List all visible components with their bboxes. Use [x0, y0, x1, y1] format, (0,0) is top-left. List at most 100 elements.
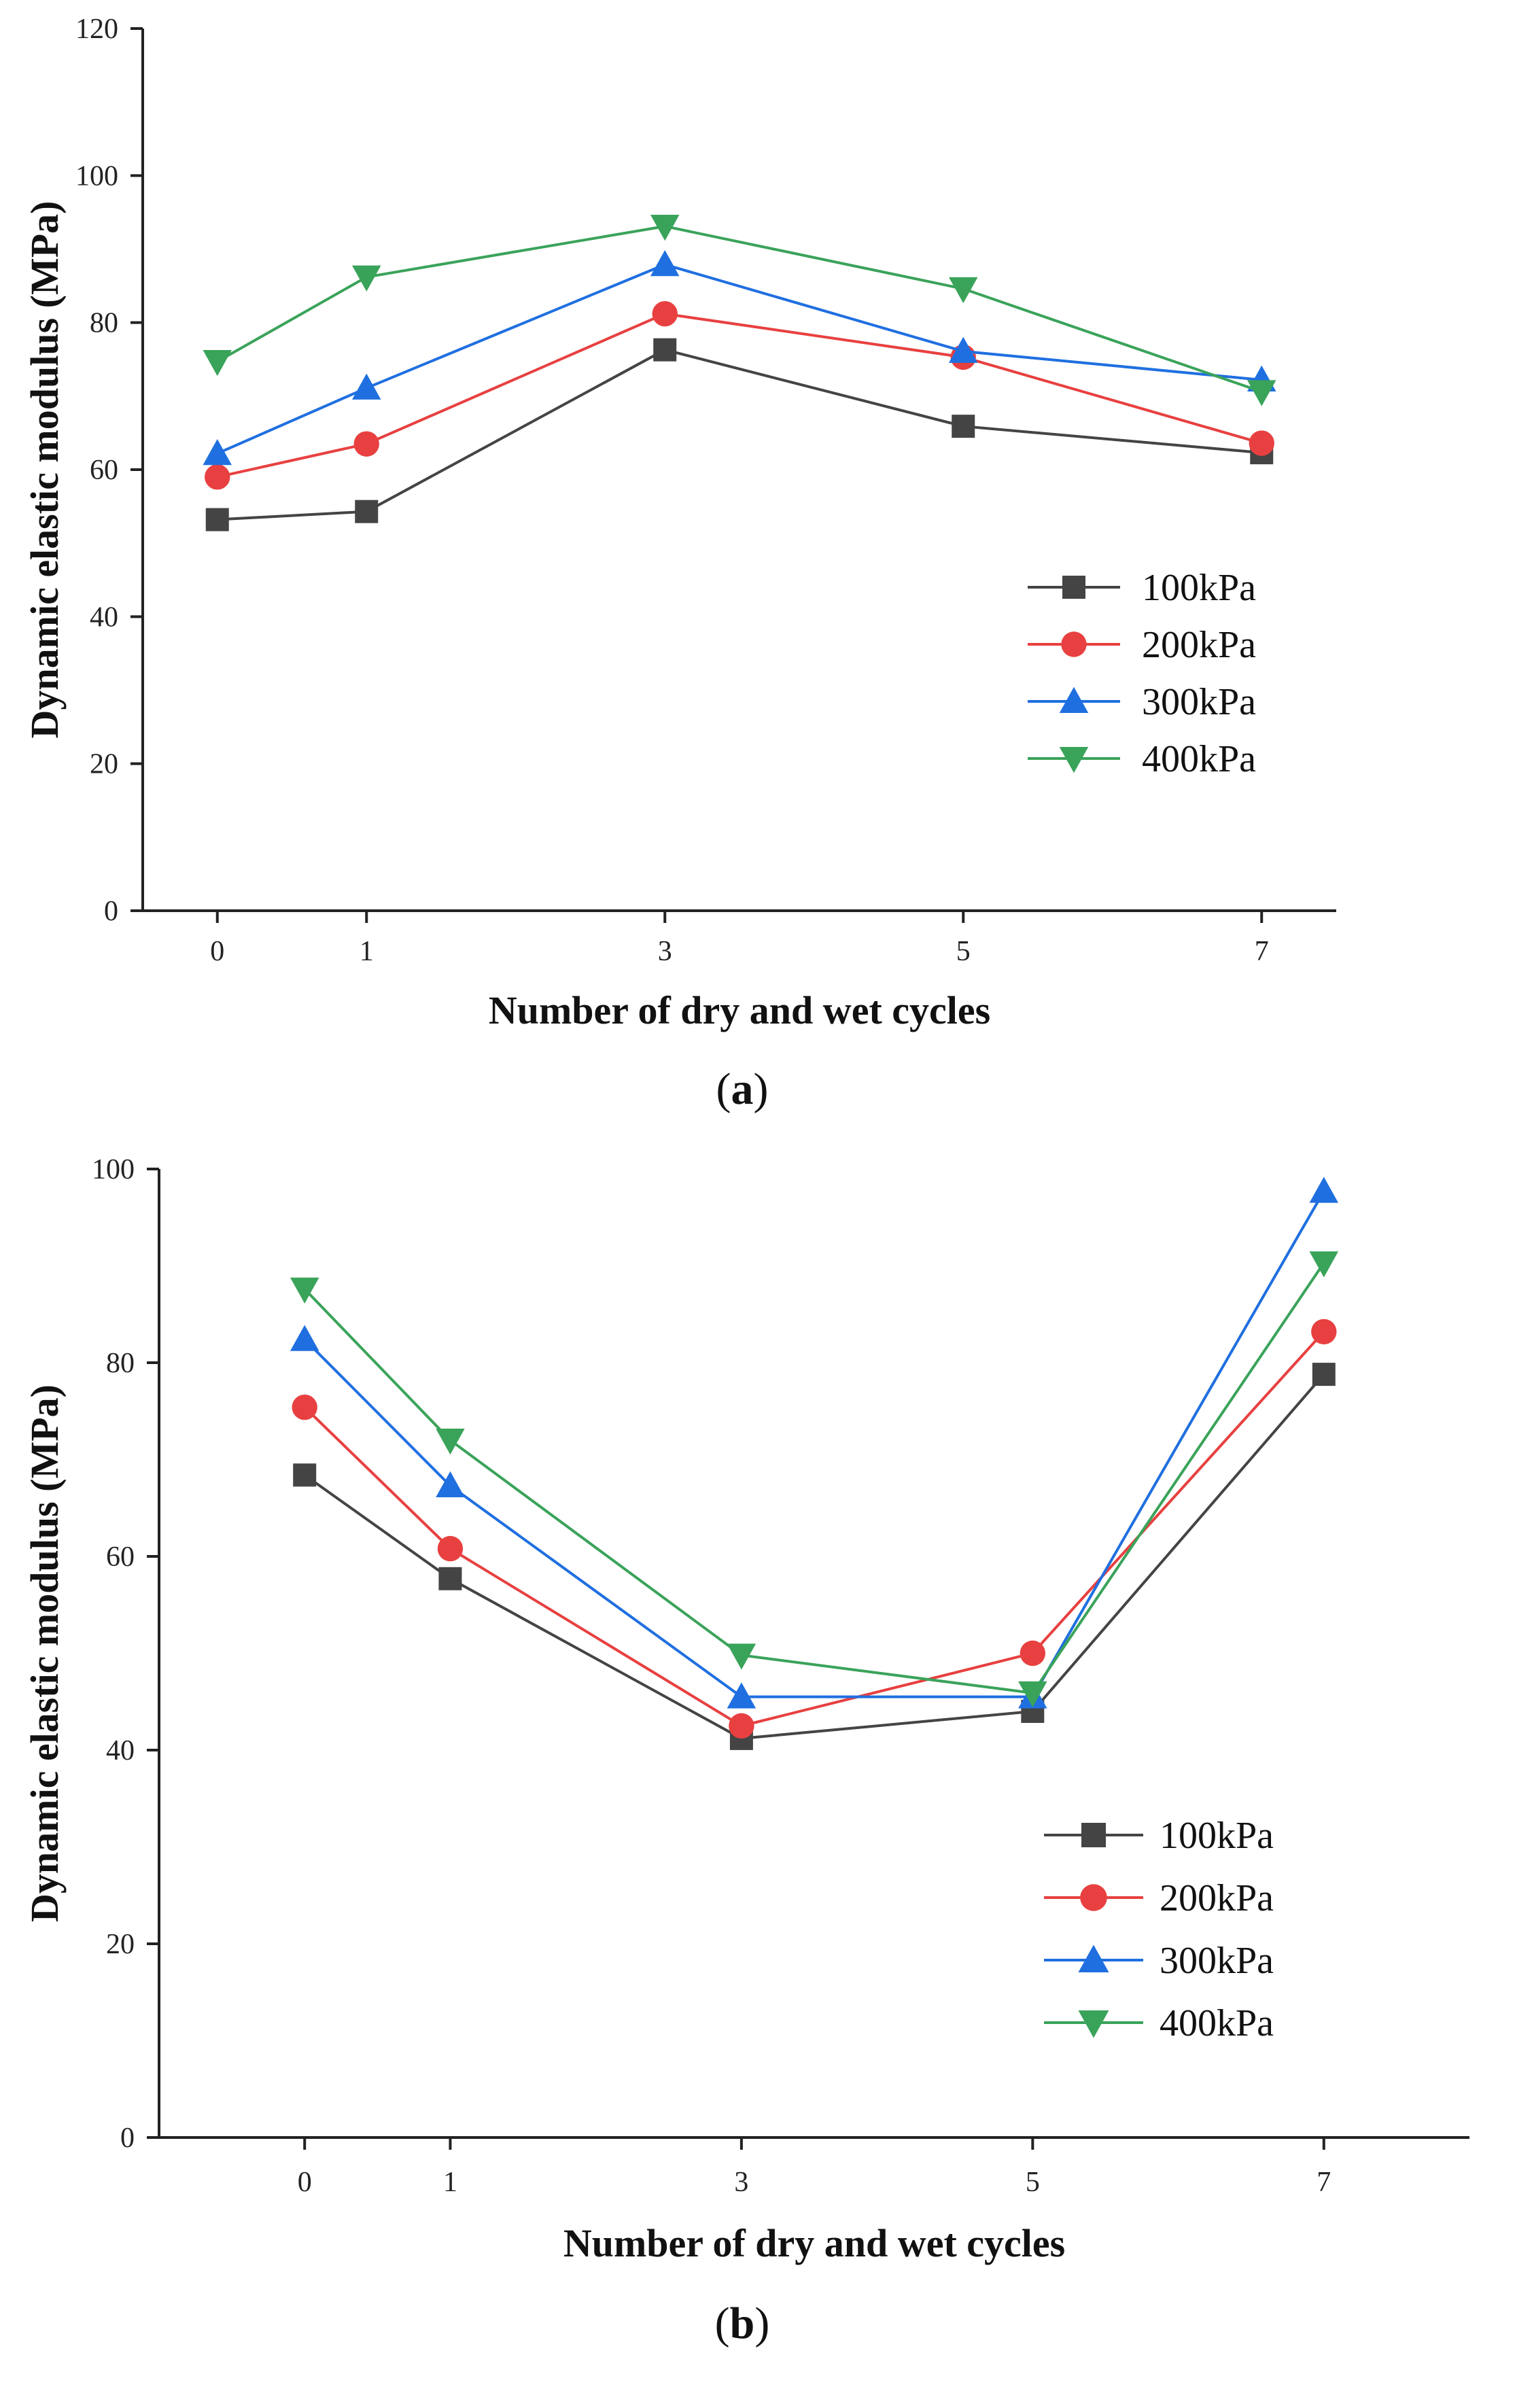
data-point-marker [727, 1643, 756, 1670]
data-point-marker [352, 373, 381, 400]
legend-marker [1059, 747, 1089, 773]
caption-close-paren: ) [754, 2299, 769, 2348]
legend-marker [1059, 686, 1089, 713]
x-tick-label: 0 [210, 936, 224, 967]
legend-label: 200kPa [1160, 1877, 1274, 1919]
y-tick-label: 60 [106, 1541, 135, 1573]
data-point-marker [650, 249, 680, 277]
series-100kPa [205, 338, 1274, 531]
data-point-marker [292, 1394, 317, 1420]
legend-marker [1061, 631, 1087, 657]
legend-item: 100kPa [1044, 1815, 1274, 1857]
data-point-marker [1249, 430, 1274, 456]
caption-open-paren: ( [715, 2299, 730, 2348]
x-tick-label: 7 [1255, 936, 1269, 967]
data-point-marker [355, 500, 379, 523]
caption-letter: a [731, 1064, 754, 1114]
series-400kPa [203, 214, 1276, 406]
x-tick-label: 3 [734, 2167, 748, 2198]
y-axis-title: Dynamic elastic modulus (MPa) [22, 1384, 67, 1922]
data-point-marker [727, 1682, 756, 1709]
legend-marker [1062, 576, 1085, 599]
legend: 100kPa 200kPa 300kPa 400kPa [1044, 1815, 1274, 2044]
data-point-marker [650, 214, 680, 241]
legend-label: 300kPa [1142, 681, 1256, 723]
legend-marker [1078, 1944, 1109, 1972]
x-tick-label: 3 [658, 936, 672, 967]
legend-item: 200kPa [1028, 624, 1256, 666]
x-tick-label: 5 [1026, 2167, 1040, 2198]
data-point-marker [1312, 1363, 1336, 1386]
data-point-marker [949, 277, 978, 304]
series-line [303, 1262, 1325, 1695]
legend-label: 100kPa [1142, 567, 1256, 609]
x-tick-label: 7 [1317, 2167, 1331, 2198]
legend-marker [1078, 2010, 1109, 2038]
y-tick-label: 60 [90, 455, 118, 486]
data-point-marker [1018, 1681, 1047, 1708]
legend: 100kPa 200kPa 300kPa 400kPa [1028, 567, 1256, 780]
y-tick-label: 100 [75, 160, 118, 192]
y-tick-label: 40 [90, 601, 118, 633]
legend-item: 300kPa [1028, 681, 1256, 723]
chart-panel-a: 0 20 40 60 80 100 120 0 1 3 5 7 Number of dry and we… [22, 14, 1336, 1114]
data-point-marker [653, 338, 677, 362]
data-point-marker [438, 1567, 462, 1590]
legend-marker [1080, 1884, 1107, 1911]
data-point-marker [1020, 1640, 1046, 1667]
data-point-marker [1311, 1319, 1337, 1345]
data-point-marker [1309, 1176, 1339, 1203]
caption-letter: b [730, 2299, 755, 2348]
data-point-marker [652, 300, 678, 327]
data-point-marker [353, 431, 379, 457]
panel-caption: (a) [716, 1064, 769, 1114]
panel-caption: (b) [715, 2299, 770, 2348]
chart-panel-b: 0 20 40 60 80 100 0 1 3 5 7 Number of dry and wet c… [22, 1154, 1469, 2348]
data-point-marker [203, 349, 232, 377]
legend-item: 200kPa [1044, 1877, 1274, 1919]
legend-item: 100kPa [1028, 567, 1256, 609]
caption-close-paren: ) [754, 1064, 769, 1114]
legend-label: 200kPa [1142, 624, 1256, 666]
data-point-marker [205, 508, 229, 531]
series-200kPa [292, 1319, 1337, 1739]
series-line [303, 1331, 1325, 1728]
series-line [216, 263, 1262, 455]
legend-label: 400kPa [1142, 738, 1256, 780]
data-point-marker [290, 1277, 319, 1304]
x-tick-label: 1 [360, 936, 374, 967]
legend-label: 400kPa [1160, 2002, 1274, 2044]
x-tick-label: 5 [956, 936, 971, 967]
x-tick-label: 1 [443, 2167, 457, 2198]
legend-marker [1081, 1823, 1106, 1847]
data-point-marker [352, 265, 381, 292]
x-axis-title: Number of dry and wet cycles [489, 988, 990, 1032]
y-tick-label: 20 [106, 1929, 135, 1960]
data-point-marker [436, 1429, 465, 1455]
legend-item: 400kPa [1028, 738, 1256, 780]
data-point-marker [293, 1463, 317, 1487]
y-tick-label: 80 [90, 308, 118, 339]
legend-item: 300kPa [1044, 1940, 1274, 1982]
y-tick-label: 80 [106, 1348, 135, 1379]
caption-open-paren: ( [716, 1064, 731, 1114]
series-400kPa [290, 1251, 1339, 1708]
y-tick-label: 100 [92, 1154, 135, 1185]
data-point-marker [1247, 380, 1276, 406]
y-tick-label: 20 [90, 749, 118, 780]
y-tick-label: 40 [106, 1735, 135, 1766]
data-point-marker [205, 464, 230, 490]
y-axis-title: Dynamic elastic modulus (MPa) [22, 201, 67, 739]
data-point-marker [290, 1325, 319, 1351]
legend-item: 400kPa [1044, 2002, 1274, 2044]
data-point-marker [437, 1535, 464, 1562]
data-point-marker [203, 438, 232, 466]
x-tick-label: 0 [298, 2167, 312, 2198]
data-point-marker [729, 1713, 754, 1739]
y-tick-label: 120 [75, 14, 118, 45]
legend-label: 100kPa [1160, 1815, 1274, 1857]
data-point-marker [952, 415, 975, 438]
data-point-marker [436, 1471, 465, 1497]
y-tick-label: 0 [104, 896, 118, 927]
